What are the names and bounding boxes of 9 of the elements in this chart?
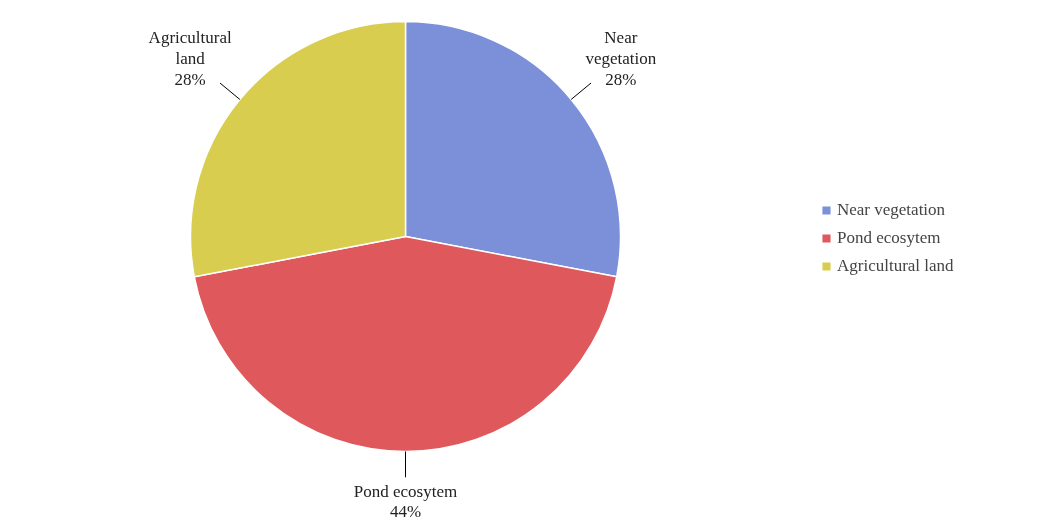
- legend-label: Agricultural land: [837, 256, 954, 276]
- slice-label: Near vegetation: [585, 27, 657, 68]
- slice-label: Agricultural land: [148, 27, 232, 68]
- data-label: 28%: [174, 69, 206, 89]
- slice-label: Pond ecosytem: [353, 481, 458, 501]
- legend-label: Pond ecosytem: [837, 228, 941, 248]
- data-label: 44%: [389, 502, 422, 522]
- legend-label: Near vegetation: [837, 200, 946, 220]
- data-label: 28%: [605, 69, 637, 89]
